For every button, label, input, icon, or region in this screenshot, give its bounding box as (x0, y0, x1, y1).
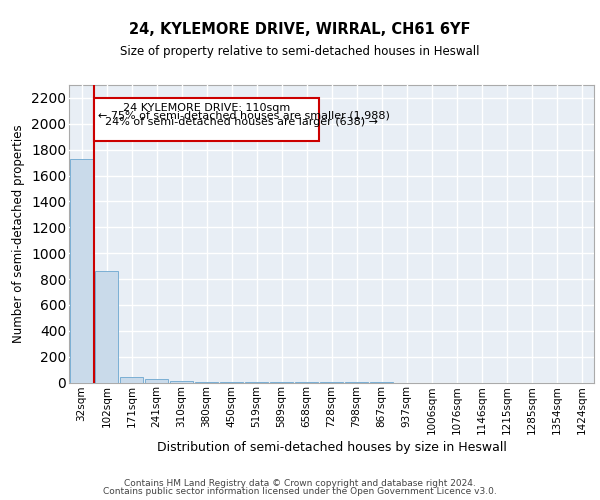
Text: Size of property relative to semi-detached houses in Heswall: Size of property relative to semi-detach… (120, 45, 480, 58)
X-axis label: Distribution of semi-detached houses by size in Heswall: Distribution of semi-detached houses by … (157, 441, 506, 454)
Text: Contains HM Land Registry data © Crown copyright and database right 2024.: Contains HM Land Registry data © Crown c… (124, 478, 476, 488)
Bar (70, 158, 93, 382)
Bar (120, 376, 143, 382)
Text: Contains public sector information licensed under the Open Government Licence v3: Contains public sector information licen… (103, 487, 497, 496)
Text: 24% of semi-detached houses are larger (638) →: 24% of semi-detached houses are larger (… (105, 118, 378, 128)
Bar (170, 381, 193, 382)
Text: ← 75% of semi-detached houses are smaller (1,988): ← 75% of semi-detached houses are smalle… (98, 110, 389, 120)
Bar (94, 98, 319, 140)
Text: 24, KYLEMORE DRIVE, WIRRAL, CH61 6YF: 24, KYLEMORE DRIVE, WIRRAL, CH61 6YF (129, 22, 471, 38)
Bar (145, 380, 168, 382)
Bar (95, 270, 118, 382)
Text: 24 KYLEMORE DRIVE: 110sqm: 24 KYLEMORE DRIVE: 110sqm (123, 103, 290, 113)
Y-axis label: Number of semi-detached properties: Number of semi-detached properties (13, 124, 25, 343)
